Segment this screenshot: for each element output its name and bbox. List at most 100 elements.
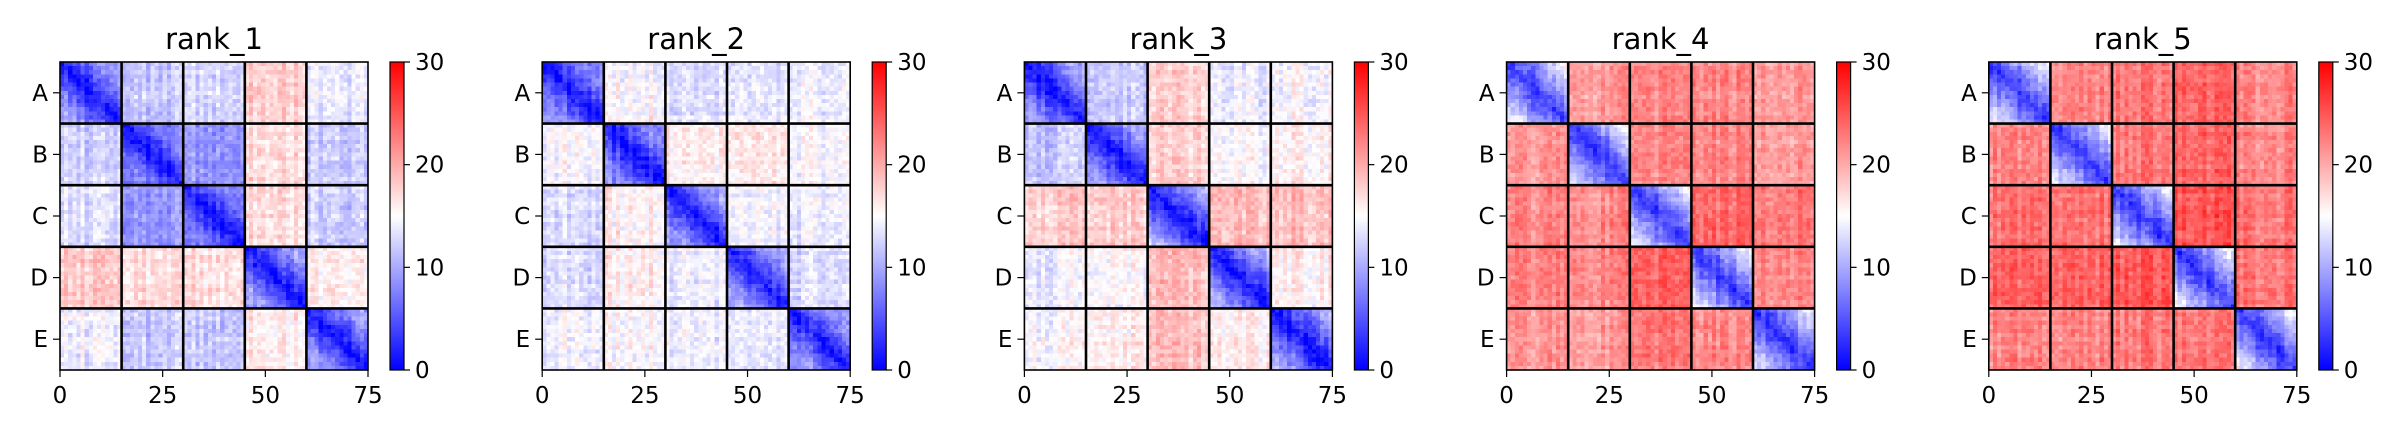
heatmap-cell [60, 291, 65, 297]
heatmap-cell [207, 176, 213, 182]
heatmap-cell [216, 156, 221, 162]
heatmap-cell [174, 164, 180, 170]
heatmap-cell [363, 238, 369, 244]
heatmap-cell [96, 86, 102, 92]
heatmap-cell [133, 135, 139, 141]
heatmap-cell [105, 98, 110, 104]
heatmap-cell [113, 328, 119, 334]
heatmap-cell [179, 193, 184, 199]
heatmap-cell [154, 189, 160, 195]
heatmap-cell [355, 324, 361, 330]
heatmap-cell [117, 62, 123, 67]
heatmap-cell [220, 271, 225, 277]
heatmap-cell [129, 74, 135, 80]
heatmap-cell [88, 156, 94, 162]
heatmap-cell [244, 197, 250, 203]
heatmap-cell [199, 74, 205, 80]
heatmap-cell [88, 283, 94, 289]
heatmap-cell [68, 78, 73, 84]
heatmap-cell [101, 279, 106, 285]
heatmap-cell [331, 98, 336, 104]
heatmap-cell [322, 86, 328, 92]
heatmap-cell [166, 193, 172, 199]
heatmap-cell [289, 300, 295, 305]
heatmap-cell [166, 115, 172, 121]
heatmap-cell [289, 320, 295, 326]
heatmap-cell [88, 148, 94, 153]
heatmap-cell [170, 304, 176, 309]
heatmap-cell [220, 176, 225, 182]
heatmap-cell [351, 209, 357, 215]
heatmap-cell [203, 74, 209, 80]
heatmap-cell [125, 86, 131, 92]
heatmap-cell [253, 164, 258, 170]
heatmap-cell [253, 320, 258, 326]
heatmap-cell [170, 197, 176, 203]
heatmap-cell [158, 107, 164, 112]
heatmap-cell [273, 300, 279, 305]
heatmap-cell [224, 304, 229, 309]
heatmap-cell [166, 308, 172, 314]
heatmap-cell [302, 90, 307, 96]
heatmap-cell [343, 181, 349, 186]
heatmap-cell [314, 140, 320, 145]
heatmap-cell [277, 193, 283, 199]
heatmap-cell [277, 316, 283, 322]
heatmap-cell [326, 111, 332, 116]
heatmap-cell [121, 304, 127, 309]
heatmap-cell [253, 263, 258, 268]
heatmap-cell [109, 201, 114, 207]
heatmap-cell [60, 279, 65, 285]
heatmap-cell [187, 287, 193, 293]
heatmap-cell [216, 246, 221, 252]
heatmap-cell [96, 259, 102, 264]
heatmap-cell [322, 98, 328, 104]
heatmap-cell [84, 238, 90, 244]
heatmap-cell [310, 267, 316, 273]
heatmap-cell [199, 160, 205, 166]
heatmap-cell [322, 234, 328, 240]
heatmap-cell [199, 111, 205, 116]
heatmap-cell [84, 197, 90, 203]
heatmap-cell [150, 119, 156, 125]
heatmap-cell [142, 107, 147, 112]
heatmap-cell [261, 213, 266, 219]
heatmap-cell [113, 189, 119, 195]
heatmap-cell [199, 78, 205, 84]
heatmap-cell [236, 250, 242, 256]
heatmap-cell [318, 222, 324, 227]
heatmap-cell [314, 98, 320, 104]
heatmap-cell [310, 82, 316, 88]
heatmap-cell [183, 193, 188, 199]
heatmap-cell [211, 333, 217, 338]
heatmap-cell [285, 291, 291, 297]
heatmap-cell [101, 172, 106, 178]
heatmap-cell [224, 123, 229, 129]
heatmap-cell [183, 140, 188, 145]
heatmap-cell [318, 164, 324, 170]
heatmap-cell [261, 259, 266, 264]
heatmap-cell [125, 205, 131, 211]
heatmap-cell [269, 103, 275, 108]
heatmap-cell [96, 107, 102, 112]
heatmap-cell [109, 66, 114, 71]
heatmap-cell [117, 238, 123, 244]
heatmap-cell [133, 152, 139, 158]
heatmap-cell [142, 205, 147, 211]
heatmap-cell [92, 111, 98, 116]
heatmap-cell [331, 287, 336, 293]
heatmap-cell [244, 144, 250, 149]
heatmap-cell [298, 259, 303, 264]
heatmap-cell [306, 263, 312, 268]
heatmap-cell [232, 103, 238, 108]
heatmap-cell [318, 271, 324, 277]
heatmap-cell [220, 255, 225, 260]
heatmap-cell [261, 324, 266, 330]
heatmap-cell [310, 246, 316, 252]
heatmap-cell [142, 250, 147, 256]
heatmap-cell [261, 135, 266, 141]
heatmap-cell [121, 123, 127, 129]
heatmap-cell [105, 168, 110, 174]
heatmap-cell [191, 275, 197, 281]
heatmap-cell [96, 201, 102, 207]
